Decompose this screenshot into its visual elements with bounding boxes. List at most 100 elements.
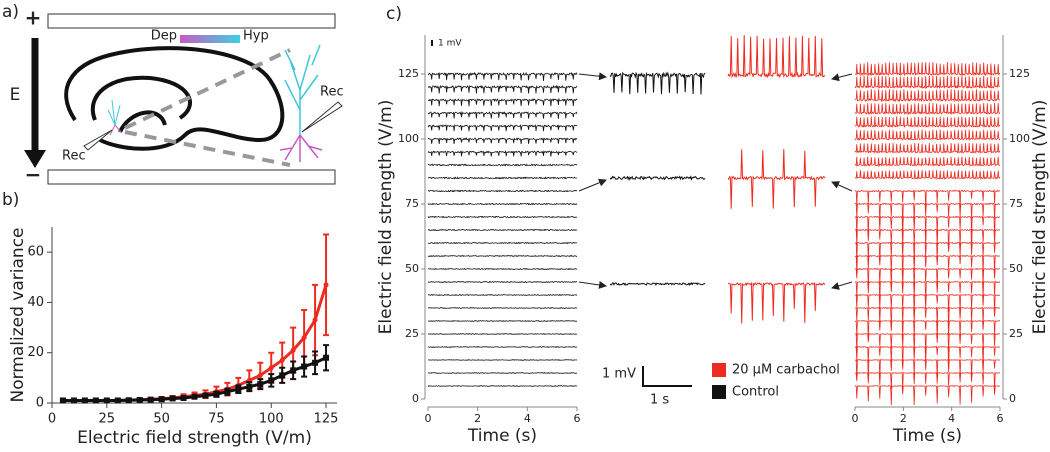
trace [427,372,577,374]
marker [301,335,307,341]
scale-label: 1 mV [602,367,636,382]
marker [268,365,274,371]
x-axis-label: Time (s) [467,426,537,446]
x-tick-label: 0 [48,412,56,427]
marker [180,394,187,401]
x-tick-label: 0 [425,412,432,425]
trace [427,385,578,387]
neuron-apical [284,44,321,135]
marker [103,397,110,404]
x-tick-label: 6 [574,412,581,425]
trace [854,371,1001,392]
panel-label: c) [386,4,402,24]
marker [59,397,66,404]
y-tick-label: 75 [405,197,419,210]
neuron-small [107,99,121,126]
marker [257,381,264,388]
electrode-pipette [83,129,113,151]
field-arrowhead [24,150,46,168]
y-tick-label: 50 [1009,262,1023,275]
electrode-pipette [301,101,343,133]
marker [323,354,330,361]
marker [136,396,143,403]
trace [854,358,1001,380]
polarization-bar [180,35,240,43]
y-tick-label: 0 [36,396,44,411]
trace [427,346,578,348]
trace [427,333,578,335]
inset-arrow [578,72,607,81]
trace [427,202,578,206]
scale-label: 1 mV [438,39,462,49]
dep-label: Dep [151,29,177,44]
trace [854,143,1001,154]
x-tick-label: 0 [852,412,859,425]
rec-label: Rec [62,149,86,164]
inset-trace [609,71,706,95]
x-axis-label: Electric field strength (V/m) [77,428,312,448]
trace [427,124,578,132]
trace [427,359,578,361]
x-tick-label: 100 [259,412,284,427]
trace [854,156,1001,168]
marker [191,393,198,400]
scale-label: 1 s [650,393,669,408]
trace [427,241,578,245]
x-tick-label: 2 [474,412,481,425]
inset-trace [727,148,826,209]
y-tick-label: 125 [1009,67,1030,80]
scale-bar [431,40,433,46]
marker [114,397,121,404]
dentate [118,110,167,133]
marker [70,397,77,404]
trace [854,102,1001,116]
trace [427,294,578,296]
marker [125,397,132,404]
x-tick-label: 50 [153,412,170,427]
marker [312,317,318,323]
y-tick-label: 100 [398,132,419,145]
x-tick-label: 25 [99,412,116,427]
trace [855,62,1001,77]
field-label: E [10,85,21,105]
trace [854,267,1001,289]
marker [290,347,296,353]
trace [854,332,1001,354]
neuron-small [109,124,123,136]
neuron-basal [279,134,323,162]
trace [854,188,1001,209]
y-tick-label: 0 [412,392,419,405]
marker [92,397,99,404]
plus-sign: + [25,6,42,30]
trace [854,116,1001,129]
trace [854,384,1001,406]
y-tick-label: 25 [1009,327,1023,340]
zoom-line [124,130,291,167]
x-tick-label: 2 [900,412,907,425]
zoom-line [124,48,291,130]
trace [427,149,578,157]
x-tick-label: 75 [208,412,225,427]
trace [427,84,578,94]
trace [427,215,578,219]
trace [855,319,1001,341]
marker [279,372,286,379]
legend-label: 20 μM carbachol [732,363,840,378]
trace [854,89,1000,103]
marker [301,363,308,370]
minus-sign: − [25,163,42,187]
trace [427,110,578,119]
y-tick-label: 0 [1009,392,1016,405]
inset-arrow [831,181,853,192]
x-axis-label: Time (s) [892,426,962,446]
trace [428,163,578,167]
y-axis-label: Electric field strength (V/m) [376,100,396,335]
trace [854,202,1001,223]
marker [235,386,242,393]
electrode-top [47,13,336,29]
inset-trace [609,281,706,287]
inset-arrow [578,281,607,289]
trace [427,320,577,322]
series-line [62,284,328,402]
